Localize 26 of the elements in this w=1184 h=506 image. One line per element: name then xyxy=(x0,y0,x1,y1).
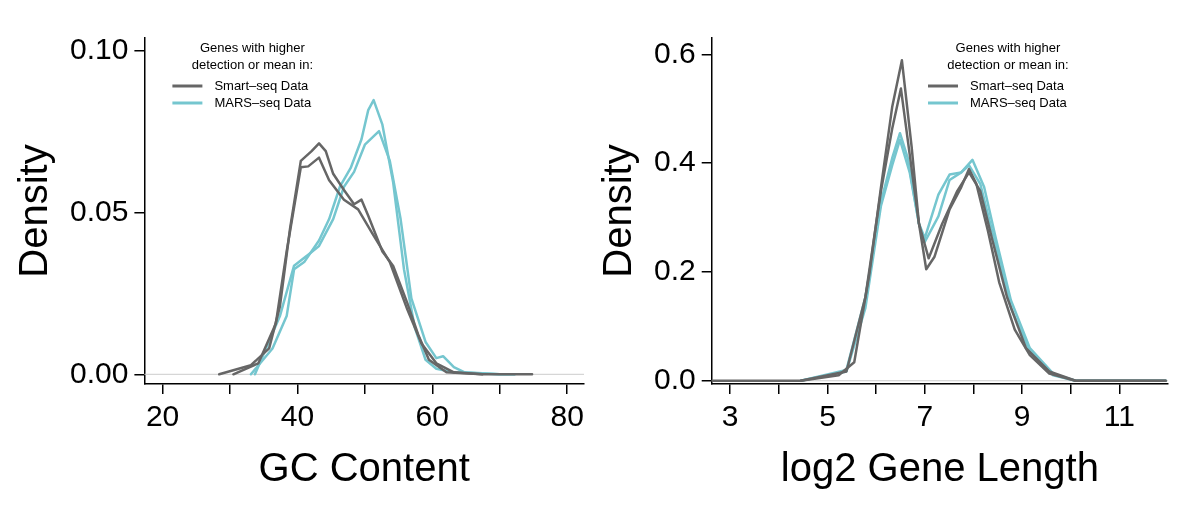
y-tick-label: 0.10 xyxy=(70,32,129,66)
y-tick-label: 0.05 xyxy=(70,193,129,227)
y-axis-title: Density xyxy=(595,144,640,278)
x-tick-label: 9 xyxy=(1013,399,1031,433)
legend-label: MARS–seq Data xyxy=(970,94,1068,110)
legend-title: Genes with higher detection or mean in: xyxy=(191,39,314,72)
y-tick-label: 0.2 xyxy=(653,253,696,287)
legend-title: Genes with higher detection or mean in: xyxy=(947,39,1069,72)
y-axis-title: Density xyxy=(11,144,56,278)
y-tick-label: 0.4 xyxy=(653,144,696,178)
legend-label: MARS–seq Data xyxy=(214,94,312,110)
x-tick-label: 80 xyxy=(550,399,584,433)
x-tick-label: 11 xyxy=(1103,399,1135,433)
x-tick-label: 7 xyxy=(916,399,934,433)
y-tick-label: 0.00 xyxy=(70,355,129,389)
legend-label: Smart–seq Data xyxy=(214,77,310,93)
x-tick-label: 3 xyxy=(721,399,739,433)
x-axis-title: GC Content xyxy=(258,445,470,490)
x-tick-label: 40 xyxy=(280,399,315,433)
x-tick-label: 20 xyxy=(145,399,180,433)
x-tick-label: 5 xyxy=(819,399,836,433)
y-tick-label: 0.6 xyxy=(653,35,696,69)
y-tick-label: 0.0 xyxy=(653,362,696,395)
x-axis-title: log2 Gene Length xyxy=(780,445,1099,490)
x-tick-label: 60 xyxy=(415,399,449,433)
legend-label: Smart–seq Data xyxy=(970,77,1065,93)
